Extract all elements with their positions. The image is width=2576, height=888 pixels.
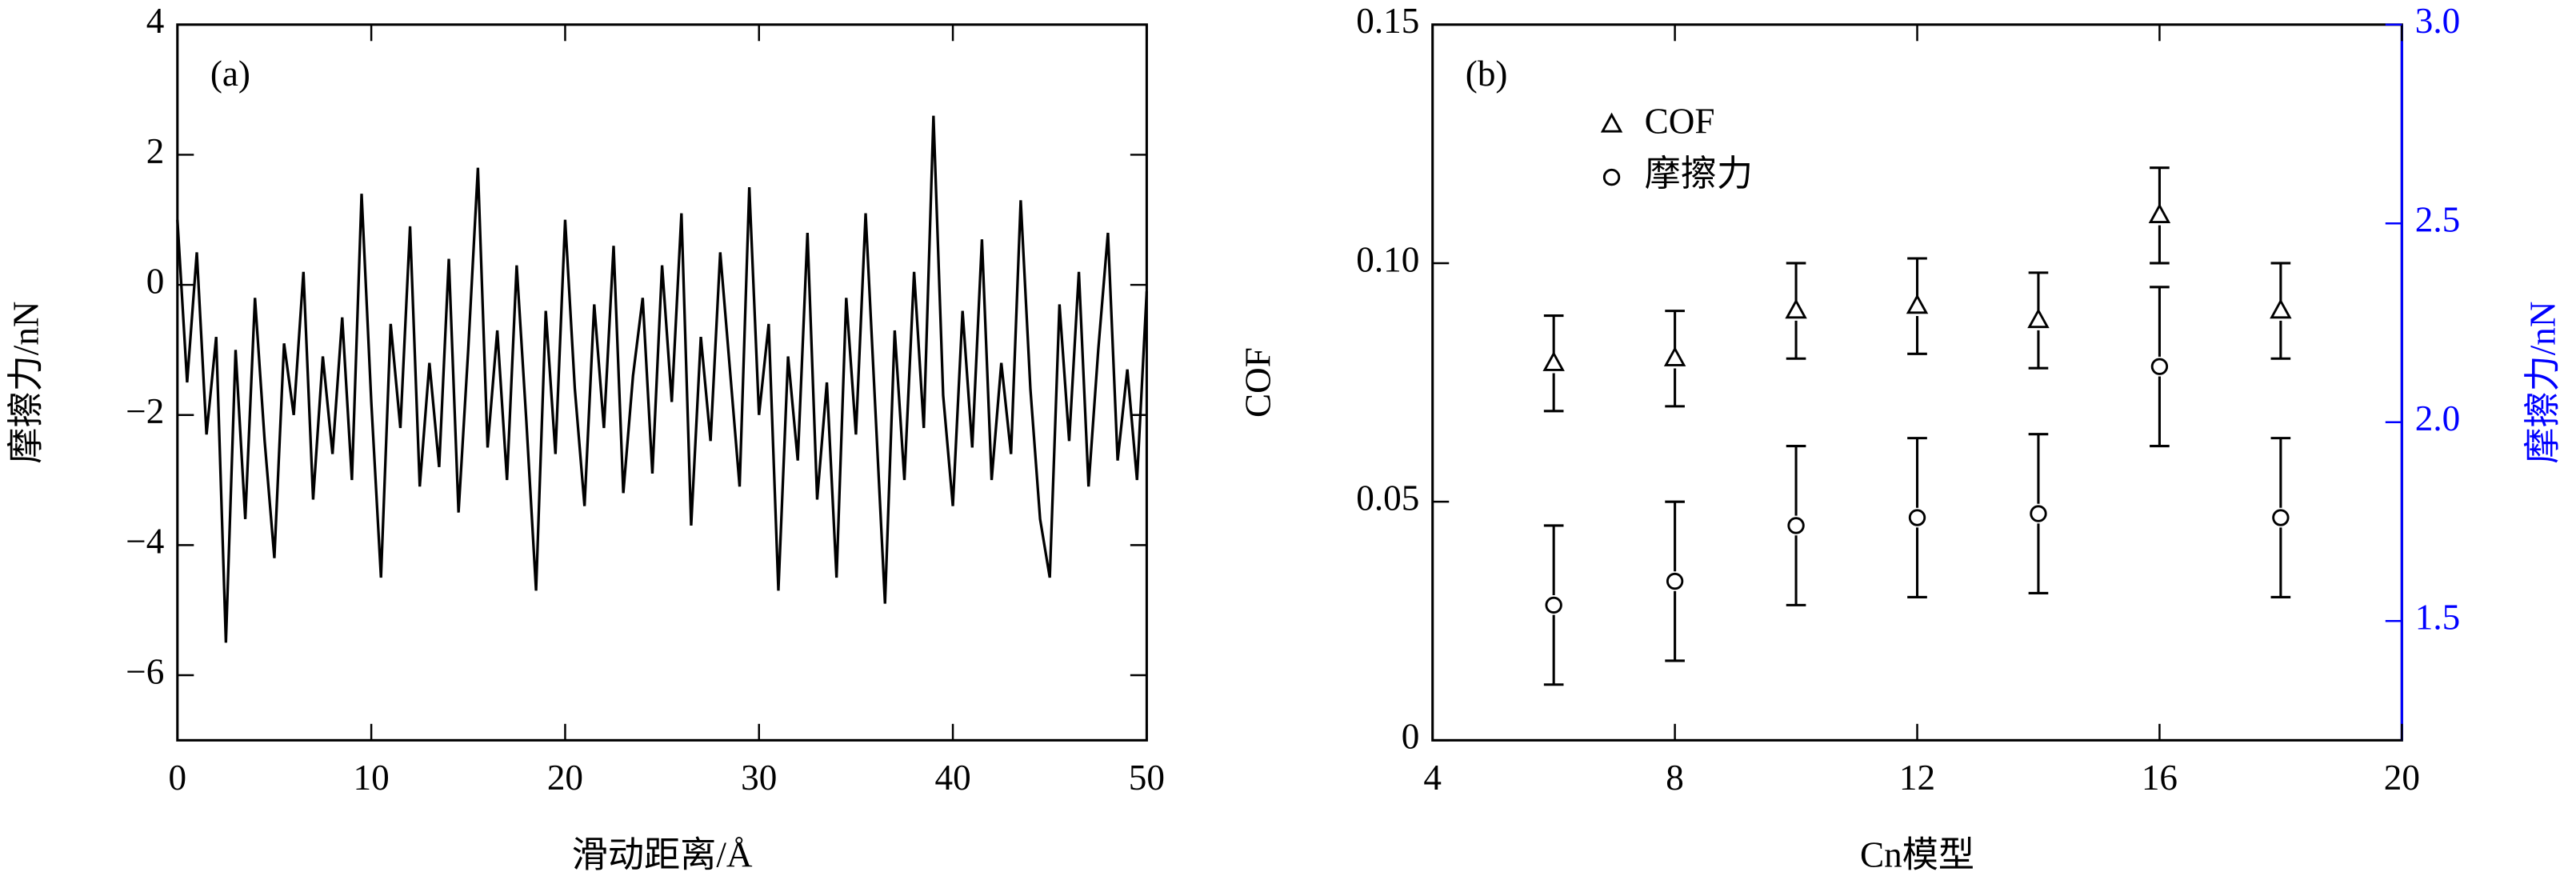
x-tick-label: 50 [1129,758,1165,798]
triangle-marker [2148,203,2171,223]
error-bar [1665,310,1685,408]
x-tick-label: 4 [1423,758,1442,798]
y-tick-label: 2 [146,131,165,171]
triangle-marker [2027,308,2050,329]
x-tick-label: 16 [2142,758,2178,798]
y-tick-label: 0 [1402,717,1420,757]
y-tick-label: 0.05 [1356,478,1419,518]
x-tick-label: 10 [354,758,390,798]
y-tick-label: −4 [126,522,164,562]
error-bar [1543,524,1564,686]
y2-axis-label: 摩擦力/nN [2522,302,2562,464]
error-bar [2028,271,2049,370]
triangle-marker [2270,298,2292,319]
x-axis-label: 滑动距离/Å [572,834,753,874]
error-bar [2150,286,2170,448]
y-tick-label: −2 [126,391,164,431]
y2-tick-label: 1.5 [2415,598,2460,638]
circle-marker [2030,505,2047,522]
panel-label: (a) [210,54,250,94]
triangle-marker [1663,346,1686,366]
error-bar [2270,437,2291,598]
y-tick-label: 4 [146,1,165,41]
circle-marker [2272,509,2290,526]
error-bar [1907,437,1927,598]
error-bar [2150,166,2170,265]
circle-marker [1545,596,1562,614]
y2-tick-label: 2.0 [2415,398,2460,438]
plot-frame [1431,23,2403,742]
panel-label: (b) [1466,54,1508,94]
error-bar [1907,257,1927,355]
x-tick-label: 30 [741,758,777,798]
y-axis-label: 摩擦力/nN [6,302,46,464]
legend-marker [1602,168,1621,186]
x-tick-label: 8 [1666,758,1684,798]
y2-tick-label: 2.5 [2415,200,2460,240]
plot-frame [176,23,1148,742]
x-tick-label: 20 [547,758,583,798]
circle-marker [1908,509,1926,526]
error-bar [2270,262,2291,360]
x-axis-label: Cn模型 [1860,834,1974,874]
error-bar [2028,433,2049,594]
error-bar [1665,500,1685,662]
x-tick-label: 20 [2384,758,2420,798]
y-tick-label: 0.10 [1356,239,1419,279]
y-tick-label: −6 [126,651,164,691]
triangle-marker [1542,350,1565,371]
triangle-marker [1906,294,1929,314]
y2-tick-label: 3.0 [2415,1,2460,41]
circle-marker [2150,358,2169,375]
circle-marker [1787,517,1805,534]
x-tick-label: 40 [934,758,970,798]
data-line [176,115,1149,643]
legend-label: COF [1645,101,1715,141]
circle-marker [1666,572,1684,590]
y-axis-label: COF [1238,347,1278,418]
error-bar [1786,262,1806,360]
x-tick-label: 0 [168,758,186,798]
legend-label: 摩擦力 [1645,154,1753,194]
error-bar [1786,445,1806,606]
y-tick-label: 0 [146,261,165,301]
x-tick-label: 12 [1899,758,1935,798]
y-tick-label: 0.15 [1356,1,1419,41]
triangle-marker [1785,298,1807,319]
error-bar [1543,314,1564,413]
legend-marker [1600,112,1623,133]
